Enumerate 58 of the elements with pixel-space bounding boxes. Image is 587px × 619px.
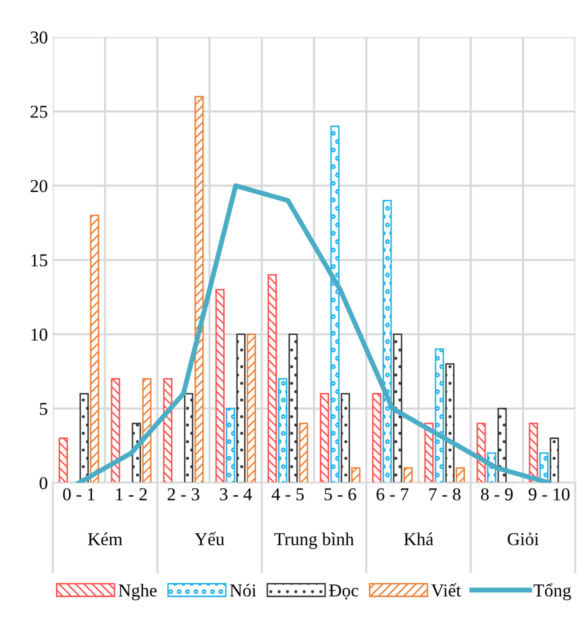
bar	[80, 392, 89, 483]
bar	[163, 378, 172, 483]
bar	[226, 408, 236, 483]
bar	[550, 438, 559, 483]
bar	[288, 334, 298, 483]
bar	[445, 363, 454, 483]
bar	[246, 334, 256, 483]
x-tick-label: 3 - 4	[220, 488, 252, 500]
y-tick-label: 30	[30, 31, 48, 44]
x-tick-label: 0 - 1	[63, 488, 94, 500]
text: Yếu	[194, 532, 224, 546]
bar	[142, 378, 152, 483]
legend-label: Nói	[230, 584, 256, 597]
legend-label: Viết	[431, 583, 461, 597]
bar	[110, 378, 120, 483]
legend-label: Nghe	[118, 584, 157, 600]
line-series	[76, 183, 552, 483]
legend-label: Đọc	[329, 584, 358, 600]
bar	[382, 200, 392, 483]
bar	[340, 392, 350, 483]
x-tick-label: 9 - 10	[528, 488, 570, 500]
bar	[498, 408, 507, 483]
bar	[320, 392, 330, 483]
bar	[298, 422, 308, 483]
x-tick-label: 2 - 3	[168, 488, 200, 500]
x-tick-label: 5 - 6	[324, 488, 356, 500]
y-tick-label: 20	[30, 180, 48, 192]
bar	[278, 378, 288, 483]
x-tick-label: 8 - 9	[481, 488, 513, 500]
y-tick-label: 10	[32, 328, 48, 341]
text: Kém	[88, 532, 122, 546]
bar	[372, 392, 382, 483]
text: Khá	[404, 532, 434, 546]
x-tick-label: 1 - 2	[116, 488, 147, 500]
bar	[268, 274, 277, 483]
x-tick-label: 6 - 7	[376, 488, 408, 500]
text: Trung bình	[274, 532, 354, 549]
x-tick-label: 4 - 5	[272, 488, 304, 500]
text: Giỏi	[508, 532, 539, 546]
y-tick-label: 5	[40, 402, 48, 415]
bar	[330, 126, 340, 483]
bar	[194, 96, 204, 483]
bar	[58, 438, 68, 483]
x-tick-label: 7 - 8	[429, 488, 461, 500]
bar	[434, 348, 444, 483]
legend-label: Tổng	[534, 583, 572, 600]
bar	[456, 467, 465, 483]
bar	[351, 467, 360, 483]
bar	[393, 334, 402, 483]
bar	[184, 392, 194, 483]
y-tick-label: 25	[30, 106, 48, 118]
y-tick-label: 15	[32, 254, 48, 266]
bar	[403, 467, 413, 483]
bar	[215, 288, 225, 483]
bar	[90, 214, 100, 483]
bar	[236, 334, 246, 483]
bar	[476, 422, 486, 483]
y-tick-label: 0	[40, 477, 48, 490]
